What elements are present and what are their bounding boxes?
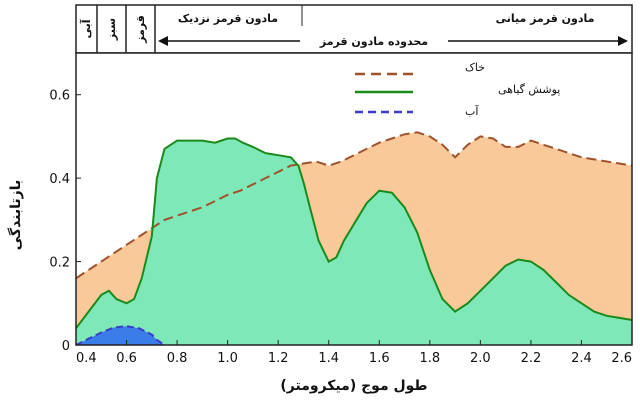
vegetation-line <box>75 137 633 329</box>
x-tick-label: 2.4 <box>571 351 592 366</box>
x-tick-label: 1.6 <box>369 351 390 366</box>
band-label-ir-range: محدوده مادون قرمز <box>319 35 428 48</box>
ir-arrow-right-head <box>618 36 628 46</box>
x-tick-label: 1.8 <box>419 351 440 366</box>
ir-arrow-left-head <box>158 36 168 46</box>
x-tick-label: 1.0 <box>217 351 238 366</box>
band-label-blue: آبی <box>79 19 93 38</box>
y-axis-label: بازتابندگی <box>7 180 24 250</box>
x-tick-label: 2.6 <box>611 351 632 366</box>
x-axis-label: طول موج (میکرومتر) <box>280 378 427 394</box>
plot-frame <box>75 52 633 346</box>
band-label-red: قرمز <box>134 15 147 44</box>
legend-label-soil: خاک <box>465 61 485 74</box>
legend-label-vegetation: پوشش گیاهی <box>498 83 560 96</box>
legend-label-water: آب <box>465 104 479 118</box>
x-tick-label: 1.4 <box>318 351 339 366</box>
band-label-near-ir: مادون قرمز نزدیک <box>178 12 278 25</box>
x-tick-label: 0.4 <box>76 351 97 366</box>
y-tick-label: 0.4 <box>49 172 70 187</box>
band-label-green: سبز <box>105 18 118 41</box>
x-tick-label: 1.2 <box>268 351 289 366</box>
y-tick-label: 0.6 <box>49 89 70 104</box>
x-tick-label: 2.2 <box>521 351 542 366</box>
plot-area <box>75 52 633 346</box>
vegetation-area <box>76 138 632 345</box>
y-axis-ticks: 0 0.2 0.4 0.6 <box>49 89 81 354</box>
x-axis-ticks: 0.4 0.6 0.8 1.0 1.2 1.4 1.6 1.8 2.0 2.2 2.4 2.6 <box>75 340 633 366</box>
y-tick-label: 0.2 <box>49 256 70 271</box>
spectral-bands-header: آبی سبز قرمز مادون قرمز نزدیک مادون قرمز… <box>75 4 633 54</box>
x-tick-label: 0.6 <box>116 351 137 366</box>
x-tick-label: 2.0 <box>470 351 491 366</box>
band-header-frame <box>75 4 633 54</box>
soil-line <box>75 131 633 280</box>
band-label-mid-ir: مادون قرمز میانی <box>496 12 595 25</box>
y-tick-label: 0 <box>62 339 70 354</box>
x-tick-label: 0.8 <box>167 351 188 366</box>
legend: خاک پوشش گیاهی آب <box>355 61 560 118</box>
